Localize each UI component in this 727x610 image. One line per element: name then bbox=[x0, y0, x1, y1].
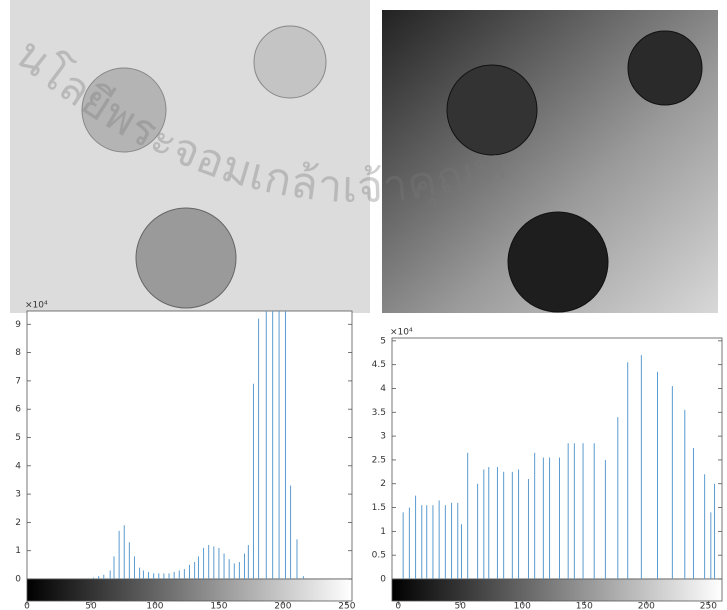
x-tick-label: 50 bbox=[455, 602, 467, 610]
y-tick-label: 1 bbox=[380, 527, 386, 537]
x-tick-label: 150 bbox=[576, 602, 593, 610]
axes-frame bbox=[27, 311, 352, 579]
y-tick-label: 3 bbox=[380, 432, 386, 442]
y-tick-label: 1 bbox=[15, 546, 21, 556]
colorbar bbox=[27, 579, 352, 601]
y-tick-label: 6 bbox=[15, 405, 21, 415]
y-tick-label: 9 bbox=[15, 320, 21, 330]
colorbar bbox=[392, 579, 722, 601]
x-tick-label: 200 bbox=[274, 602, 291, 610]
x-tick-label: 0 bbox=[24, 602, 30, 610]
y-tick-label: 3 bbox=[15, 490, 21, 500]
y-tick-label: 2.5 bbox=[372, 455, 386, 465]
y-tick-label: 0 bbox=[380, 575, 386, 585]
y-tick-label: 3.5 bbox=[372, 408, 386, 418]
y-tick-label: 4 bbox=[380, 384, 386, 394]
x-tick-label: 200 bbox=[638, 602, 655, 610]
x-tick-label: 250 bbox=[700, 602, 717, 610]
y-tick-label: 0.5 bbox=[372, 551, 386, 561]
x-tick-label: 150 bbox=[210, 602, 227, 610]
y-tick-label: 7 bbox=[15, 376, 21, 386]
x-tick-label: 50 bbox=[85, 602, 97, 610]
y-tick-label: 2 bbox=[380, 479, 386, 489]
y-exponent: ×10⁴ bbox=[25, 301, 48, 311]
x-tick-label: 250 bbox=[338, 602, 355, 610]
y-tick-label: 8 bbox=[15, 348, 21, 358]
y-tick-label: 2 bbox=[15, 518, 21, 528]
x-tick-label: 100 bbox=[514, 602, 531, 610]
x-tick-label: 100 bbox=[146, 602, 163, 610]
figure: นโลยีพระจอมเกล้าเจ้าคุณท 012345678905010… bbox=[0, 0, 727, 610]
y-tick-label: 4 bbox=[15, 461, 21, 471]
y-tick-label: 0 bbox=[15, 575, 21, 585]
y-tick-label: 5 bbox=[380, 336, 386, 346]
y-tick-label: 5 bbox=[15, 433, 21, 443]
y-tick-label: 1.5 bbox=[372, 503, 386, 513]
y-exponent: ×10⁴ bbox=[390, 328, 413, 338]
y-tick-label: 4.5 bbox=[372, 360, 386, 370]
x-tick-label: 0 bbox=[395, 602, 401, 610]
